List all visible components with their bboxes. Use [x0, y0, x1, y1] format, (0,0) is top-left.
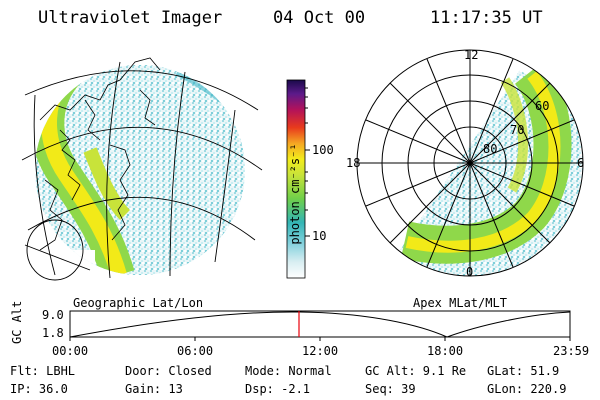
mlt-label-12: 12 [464, 48, 479, 62]
instrument-title: Ultraviolet Imager [38, 8, 223, 28]
altitude-timeline [69, 310, 571, 341]
timeline-ytick-top: 9.0 [42, 308, 64, 322]
timeline-xtick-1800: 18:00 [427, 344, 464, 358]
latlon-grid [21, 61, 263, 281]
mlt-label-6: 6 [577, 156, 585, 170]
intensity-colorbar [286, 79, 310, 279]
mlat-label-80: 80 [483, 142, 498, 156]
status-glon: GLon: 220.9 [487, 382, 567, 396]
mlat-label-60: 60 [535, 99, 550, 113]
timeline-xtick-1200: 12:00 [302, 344, 339, 358]
observation-date: 04 Oct 00 [273, 8, 366, 28]
colorbar-unit-label: photon cm⁻²s⁻¹ [288, 143, 302, 245]
coastline-overlay [39, 57, 161, 251]
status-gc-alt: GC Alt: 9.1 Re [365, 364, 467, 378]
status-dsp: Dsp: -2.1 [245, 382, 311, 396]
colorbar-tick-10: 10 [312, 229, 327, 243]
polar-image [356, 49, 584, 277]
status-filter: Flt: LBHL [10, 364, 76, 378]
mlt-label-0: 0 [466, 265, 474, 279]
status-ip: IP: 36.0 [10, 382, 68, 396]
timeline-xtick-2359: 23:59 [553, 344, 590, 358]
geographic-panel-label: Geographic Lat/Lon [73, 296, 204, 310]
geographic-image [21, 57, 263, 281]
status-glat: GLat: 51.9 [487, 364, 560, 378]
apex-panel-label: Apex MLat/MLT [413, 296, 507, 310]
status-gain: Gain: 13 [125, 382, 183, 396]
mlat-label-70: 70 [510, 123, 525, 137]
timeline-ylabel: GC Alt [10, 300, 24, 344]
timeline-xtick-0600: 06:00 [177, 344, 214, 358]
mlt-label-18: 18 [346, 156, 361, 170]
mlt-spokes [357, 50, 583, 276]
timeline-ytick-bottom: 1.8 [42, 326, 64, 340]
status-mode: Mode: Normal [245, 364, 332, 378]
colorbar-tick-100: 100 [312, 143, 334, 157]
status-seq: Seq: 39 [365, 382, 416, 396]
timeline-xtick-0000: 00:00 [52, 344, 89, 358]
gc-altitude-curve [69, 311, 571, 338]
status-door: Door: Closed [125, 364, 212, 378]
observation-time: 11:17:35 UT [430, 8, 543, 28]
